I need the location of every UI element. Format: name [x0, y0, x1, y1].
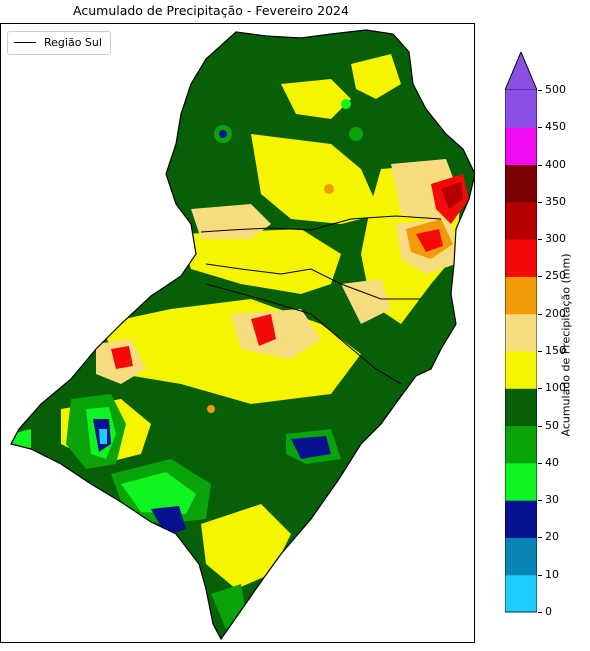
- colorbar-bin: [505, 239, 537, 277]
- precipitation-map: [10, 29, 474, 640]
- colorbar-tick-label: 250: [545, 269, 566, 283]
- colorbar-outline: [505, 52, 537, 613]
- colorbar-bin: [505, 90, 537, 128]
- colorbar-tick-label: 500: [545, 83, 566, 96]
- colorbar-tick-label: 20: [545, 530, 559, 544]
- colorbar-tick-mark: [538, 462, 542, 464]
- colorbar-tick-label: 150: [545, 344, 566, 357]
- colorbar-ticks: 0 10 20 30 40 50 100 150 200 250 300 350 400 450 500: [538, 0, 568, 651]
- colorbar-tick-label: 200: [545, 306, 566, 320]
- legend-label: Região Sul: [44, 36, 102, 49]
- colorbar-tick-label: 0: [545, 605, 552, 618]
- colorbar-tick-mark: [538, 425, 542, 427]
- colorbar: [505, 52, 537, 613]
- map-legend: Região Sul: [7, 31, 111, 55]
- colorbar-bin: [505, 500, 537, 538]
- colorbar-tick-label: 300: [545, 232, 566, 246]
- colorbar-tick-label: 400: [545, 157, 566, 171]
- colorbar-tick-mark: [538, 164, 542, 166]
- colorbar-bin: [505, 351, 537, 389]
- colorbar-tick-label: 450: [545, 120, 566, 134]
- colorbar-tick-mark: [538, 351, 542, 352]
- colorbar-tick-label: 30: [545, 493, 559, 507]
- colorbar-tick-mark: [538, 313, 542, 315]
- map-title: Acumulado de Precipitação - Fevereiro 20…: [73, 3, 349, 18]
- colorbar-tick-mark: [538, 537, 542, 539]
- colorbar-tick-mark: [538, 612, 542, 613]
- colorbar-tick-label: 50: [545, 418, 559, 432]
- colorbar-tick-label: 100: [545, 381, 566, 395]
- colorbar-tick-label: 350: [545, 194, 566, 208]
- colorbar-tick-mark: [538, 90, 542, 91]
- colorbar-label: Acumulado de Precipitação (mm): [559, 253, 573, 437]
- colorbar-tick-mark: [538, 500, 542, 502]
- colorbar-tick-mark: [538, 127, 542, 129]
- colorbar-tick-label: 10: [545, 567, 559, 581]
- colorbar-tick-label: 40: [545, 455, 559, 469]
- colorbar-tick-mark: [538, 276, 542, 278]
- colorbar-tick-mark: [538, 239, 542, 241]
- colorbar-tick-mark: [538, 388, 542, 390]
- colorbar-bin: [505, 574, 537, 613]
- colorbar-bin: [505, 164, 537, 203]
- colorbar-bin: [505, 388, 537, 427]
- colorbar-tick-mark: [538, 574, 542, 576]
- colorbar-bin: [505, 313, 537, 352]
- map-panel: Região Sul: [0, 23, 475, 643]
- colorbar-bin: [505, 537, 537, 576]
- colorbar-tick-mark: [538, 201, 542, 203]
- legend-line-swatch: [14, 42, 36, 43]
- colorbar-bin: [505, 201, 537, 240]
- colorbar-bin: [505, 276, 537, 315]
- colorbar-bin: [505, 425, 537, 464]
- colorbar-extend-arrow: [505, 52, 537, 91]
- colorbar-bin: [505, 462, 537, 501]
- colorbar-bin: [505, 127, 537, 166]
